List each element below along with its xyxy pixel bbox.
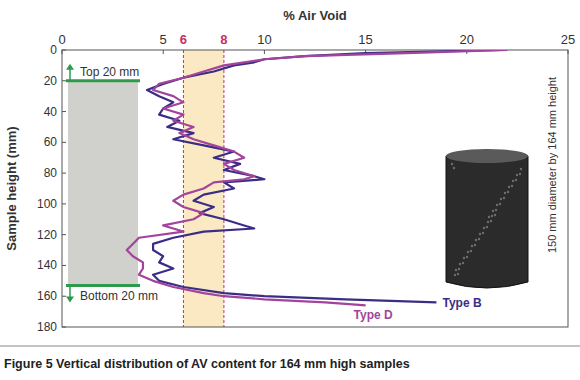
annotation-line	[66, 284, 140, 287]
chart: 680510152025% Air Void020406080100120140…	[0, 0, 580, 380]
annotation: 150 mm diameter by 164 mm height	[546, 77, 558, 253]
series-label: Type B	[442, 296, 481, 310]
tick-label: 120	[37, 228, 57, 242]
series-line	[127, 50, 508, 305]
sample-texture	[507, 191, 509, 193]
sample-texture	[508, 186, 510, 188]
tick-label: 0	[50, 43, 57, 57]
sample-texture	[483, 227, 485, 229]
sample-texture	[519, 173, 521, 175]
sample-texture	[495, 209, 497, 211]
sample-top	[446, 149, 528, 163]
core-region	[68, 81, 138, 286]
sample-texture	[516, 174, 518, 176]
sample-texture	[515, 179, 517, 181]
sample-photo	[446, 150, 528, 288]
tick-label: 140	[37, 258, 57, 272]
reference-line	[183, 50, 184, 327]
tick-label: 5	[160, 32, 167, 47]
sample-texture	[459, 263, 461, 265]
tick	[62, 234, 66, 235]
tick	[62, 80, 66, 81]
sample-texture	[479, 233, 481, 235]
sample-texture	[471, 245, 473, 247]
plot-frame	[62, 50, 568, 327]
series-group	[127, 50, 508, 305]
tick-label: 25	[561, 32, 575, 47]
sample-texture	[520, 168, 522, 170]
tick	[163, 50, 164, 54]
sample-texture	[496, 204, 498, 206]
tick-label: 80	[44, 166, 58, 180]
arrow-head	[66, 296, 74, 302]
tick-label: 160	[37, 289, 57, 303]
sample-texture	[487, 221, 489, 223]
sample-texture	[499, 203, 501, 205]
sample-texture	[503, 197, 505, 199]
sample-texture	[462, 262, 464, 264]
tick-label: 10	[257, 32, 271, 47]
tick	[62, 50, 66, 51]
sample-texture	[457, 273, 459, 275]
tick	[62, 327, 66, 328]
tick	[568, 50, 569, 54]
sample-texture	[491, 215, 493, 217]
annotation: Top 20 mm	[80, 65, 139, 79]
sample-texture	[500, 198, 502, 200]
sample-texture	[453, 167, 455, 169]
sample-texture	[488, 216, 490, 218]
tick-label: 20	[460, 32, 474, 47]
sample-texture	[474, 244, 476, 246]
tick	[62, 265, 66, 266]
caption-rule	[0, 346, 580, 347]
tick-label: 0	[58, 32, 65, 47]
tick-label: 180	[37, 320, 57, 334]
sample-texture	[454, 274, 456, 276]
tick	[62, 296, 66, 297]
sample-texture	[467, 251, 469, 253]
reference-line	[223, 50, 224, 327]
sample-texture	[478, 238, 480, 240]
reference-label: 6	[180, 32, 187, 47]
caption: Figure 5 Vertical distribution of AV con…	[4, 357, 410, 371]
annotation: Bottom 20 mm	[80, 289, 158, 303]
reference-label: 8	[220, 32, 227, 47]
tick-label: 40	[44, 105, 58, 119]
sample-texture	[490, 220, 492, 222]
tick	[264, 50, 265, 54]
tick	[62, 50, 63, 54]
tick	[62, 142, 66, 143]
sample-texture	[511, 185, 513, 187]
tick	[62, 111, 66, 112]
annotation-line	[66, 79, 140, 82]
tick-label: 15	[358, 32, 372, 47]
sample-texture	[492, 210, 494, 212]
sample-texture	[486, 226, 488, 228]
sample-texture	[455, 269, 457, 271]
sample-texture	[494, 214, 496, 216]
sample-texture	[451, 163, 453, 165]
sample-texture	[458, 268, 460, 270]
series-line	[147, 50, 501, 302]
tick-label: 20	[44, 74, 58, 88]
axis-title: Sample height (mm)	[4, 126, 19, 250]
axis-title: % Air Void	[283, 8, 347, 23]
tick	[62, 173, 66, 174]
sample-texture	[482, 232, 484, 234]
tick-label: 60	[44, 135, 58, 149]
sample-texture	[463, 257, 465, 259]
sample-texture	[475, 239, 477, 241]
sample-texture	[466, 256, 468, 258]
tick	[62, 203, 66, 204]
sample-texture	[504, 192, 506, 194]
sample-texture	[470, 250, 472, 252]
tick-label: 100	[37, 197, 57, 211]
sample-texture	[512, 180, 514, 182]
series-label: Type D	[354, 308, 393, 322]
arrow-head	[66, 64, 74, 70]
